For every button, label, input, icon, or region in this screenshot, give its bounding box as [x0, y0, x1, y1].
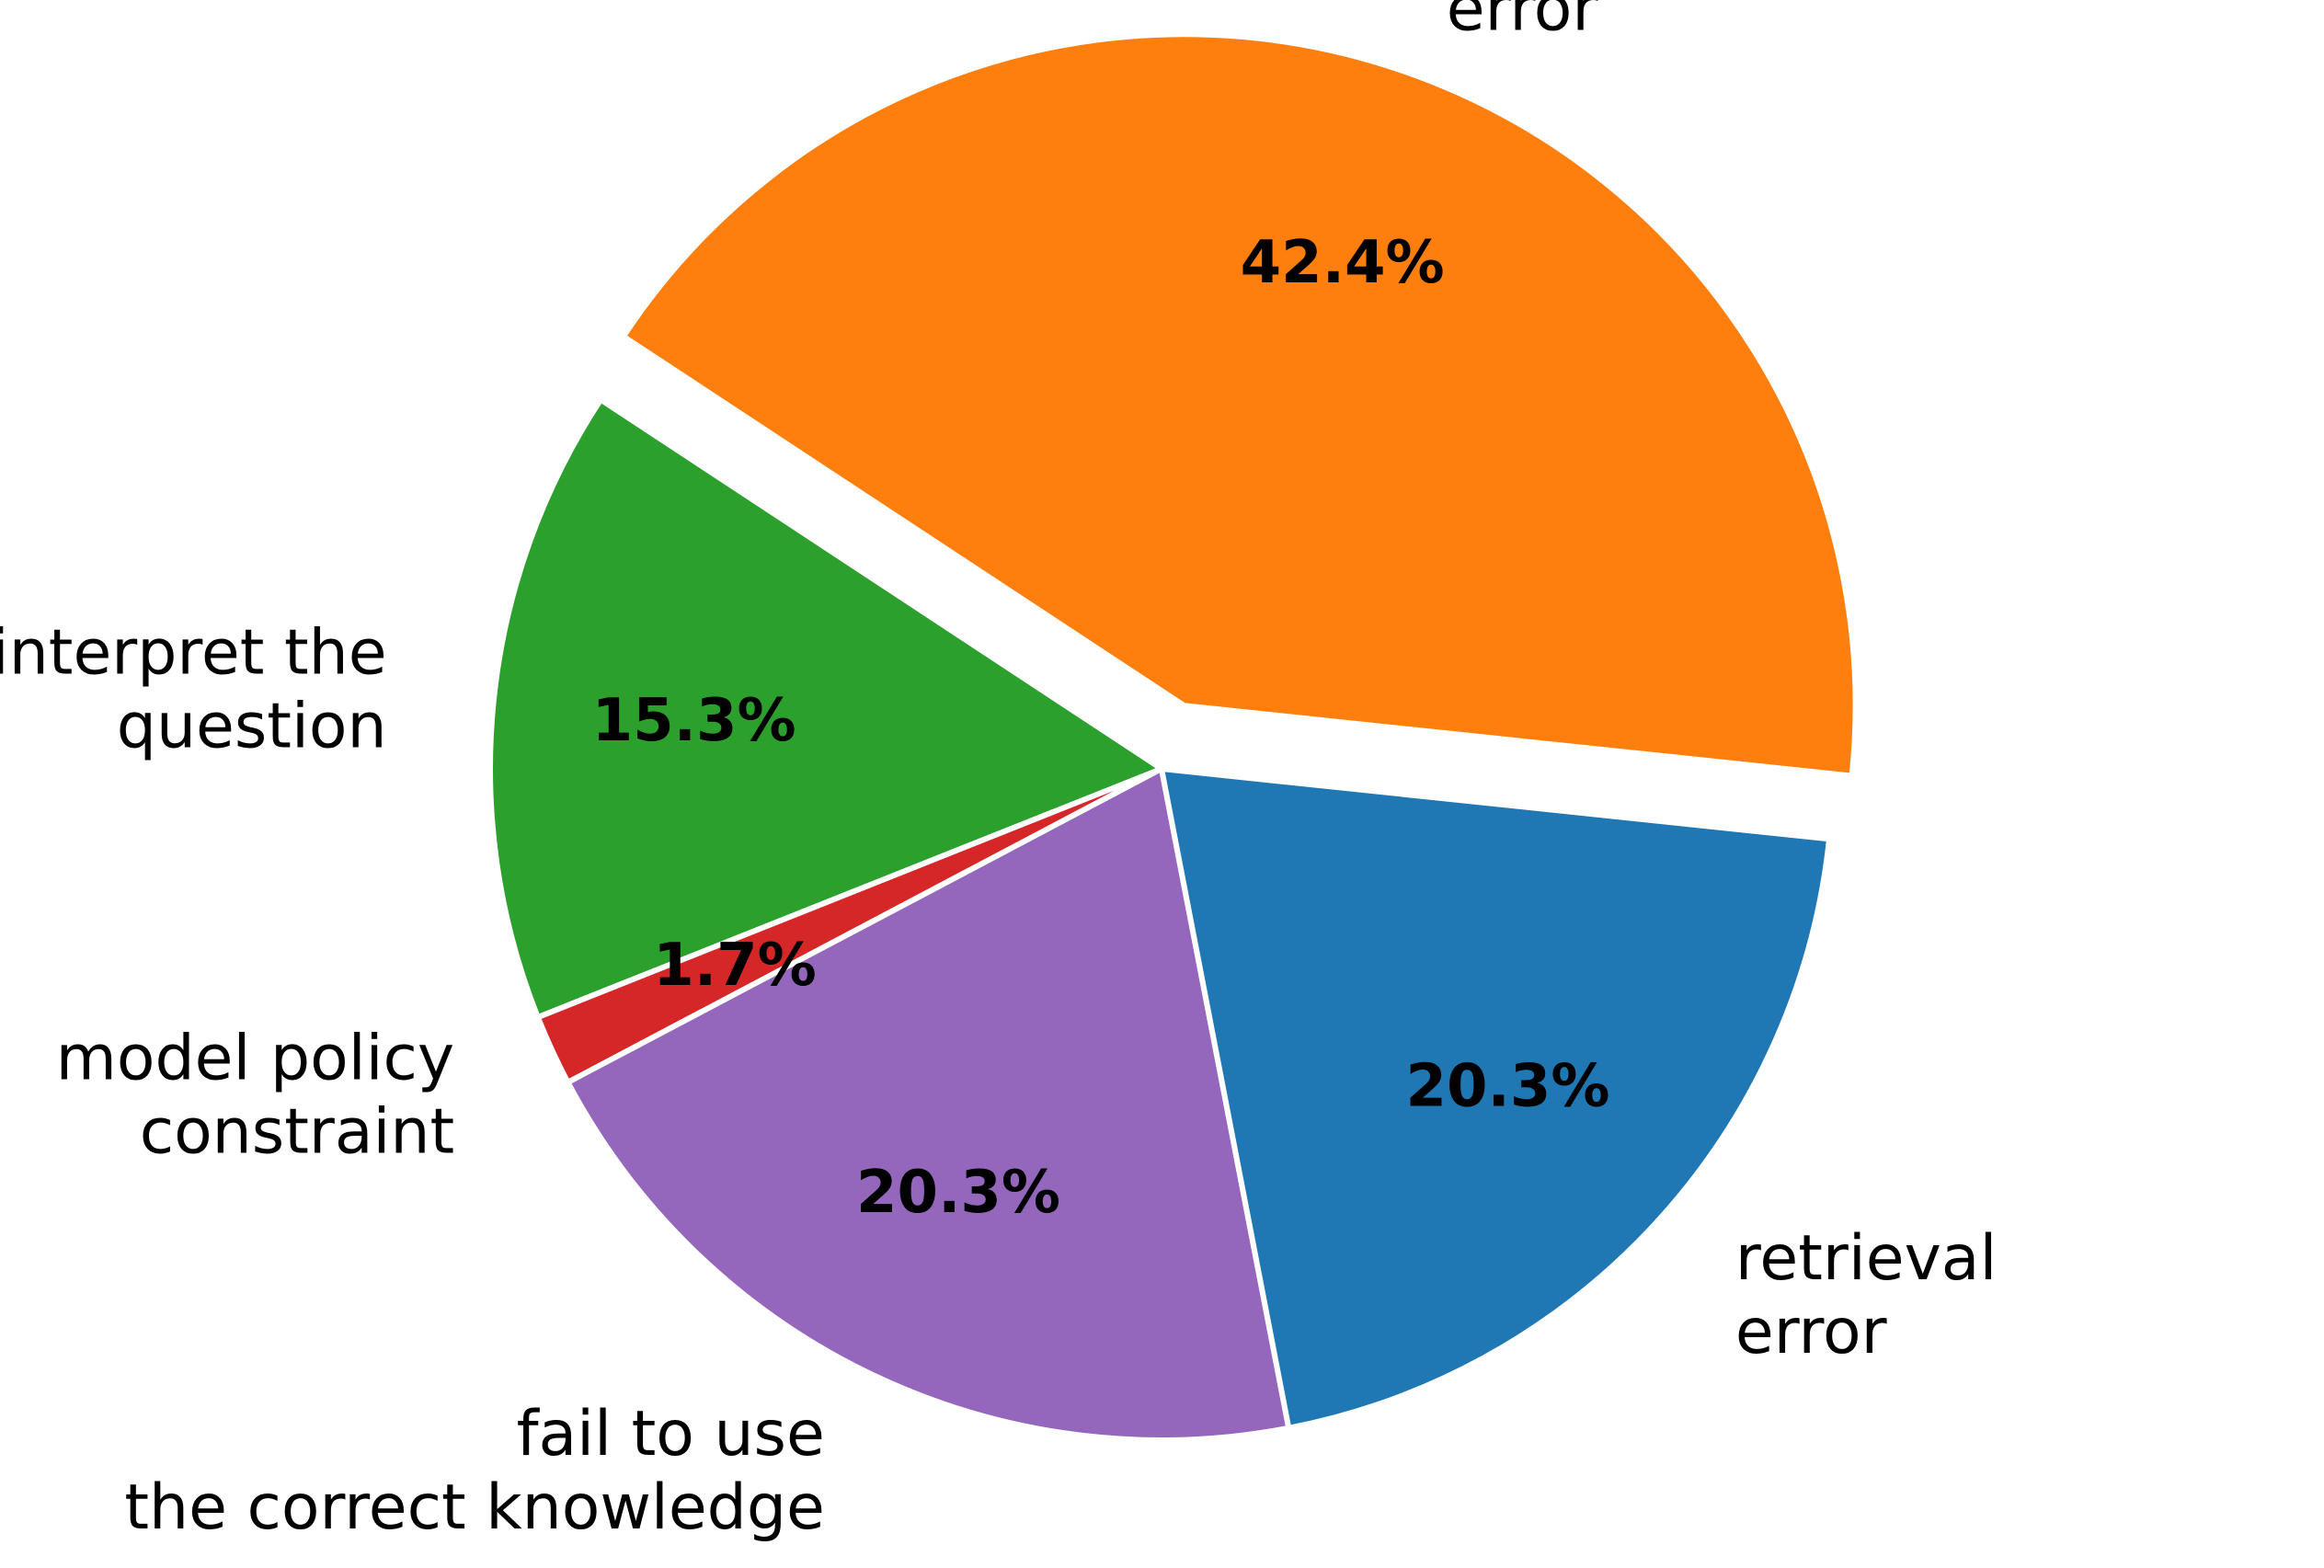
pie-category-label-3: fail to use the correct knowledge	[124, 1398, 825, 1544]
pie-category-label-line: the correct knowledge	[124, 1471, 825, 1544]
pie-category-label-line: model policy	[56, 1022, 455, 1094]
pie-slice-4	[1159, 766, 1832, 1431]
pie-category-label-line: question	[117, 691, 387, 763]
pie-category-label-line: error	[1735, 1296, 1887, 1368]
pie-slices	[487, 31, 1859, 1443]
pie-slice-3	[565, 766, 1292, 1443]
pie-percent-label-4: 20.3%	[1405, 1052, 1609, 1120]
pie-slice-0	[620, 31, 1859, 779]
pie-slice-1	[487, 396, 1164, 1021]
pie-category-label-2: model policy constraint	[56, 1022, 455, 1168]
pie-category-label-line: fail to use	[517, 1398, 825, 1471]
pie-category-label-line: constraint	[140, 1095, 454, 1168]
pie-percent-label-2: 1.7%	[653, 932, 817, 1000]
pie-category-label-line: retrieval	[1735, 1222, 1997, 1295]
pie-percent-label-1: 15.3%	[592, 687, 796, 755]
pie-category-label-line: error	[1447, 0, 1598, 45]
pie-percent-label-0: 42.4%	[1241, 229, 1445, 297]
pie-category-label-4: retrieval error	[1735, 1222, 1997, 1368]
pie-labels: 42.4% reasoningerror 15.3% misinterpret the…	[0, 0, 1997, 1544]
pie-percent-label-3: 20.3%	[856, 1159, 1060, 1227]
pie-category-label-line: misinterpret the	[0, 617, 387, 690]
pie-category-label-0: reasoningerror	[1447, 0, 1755, 45]
